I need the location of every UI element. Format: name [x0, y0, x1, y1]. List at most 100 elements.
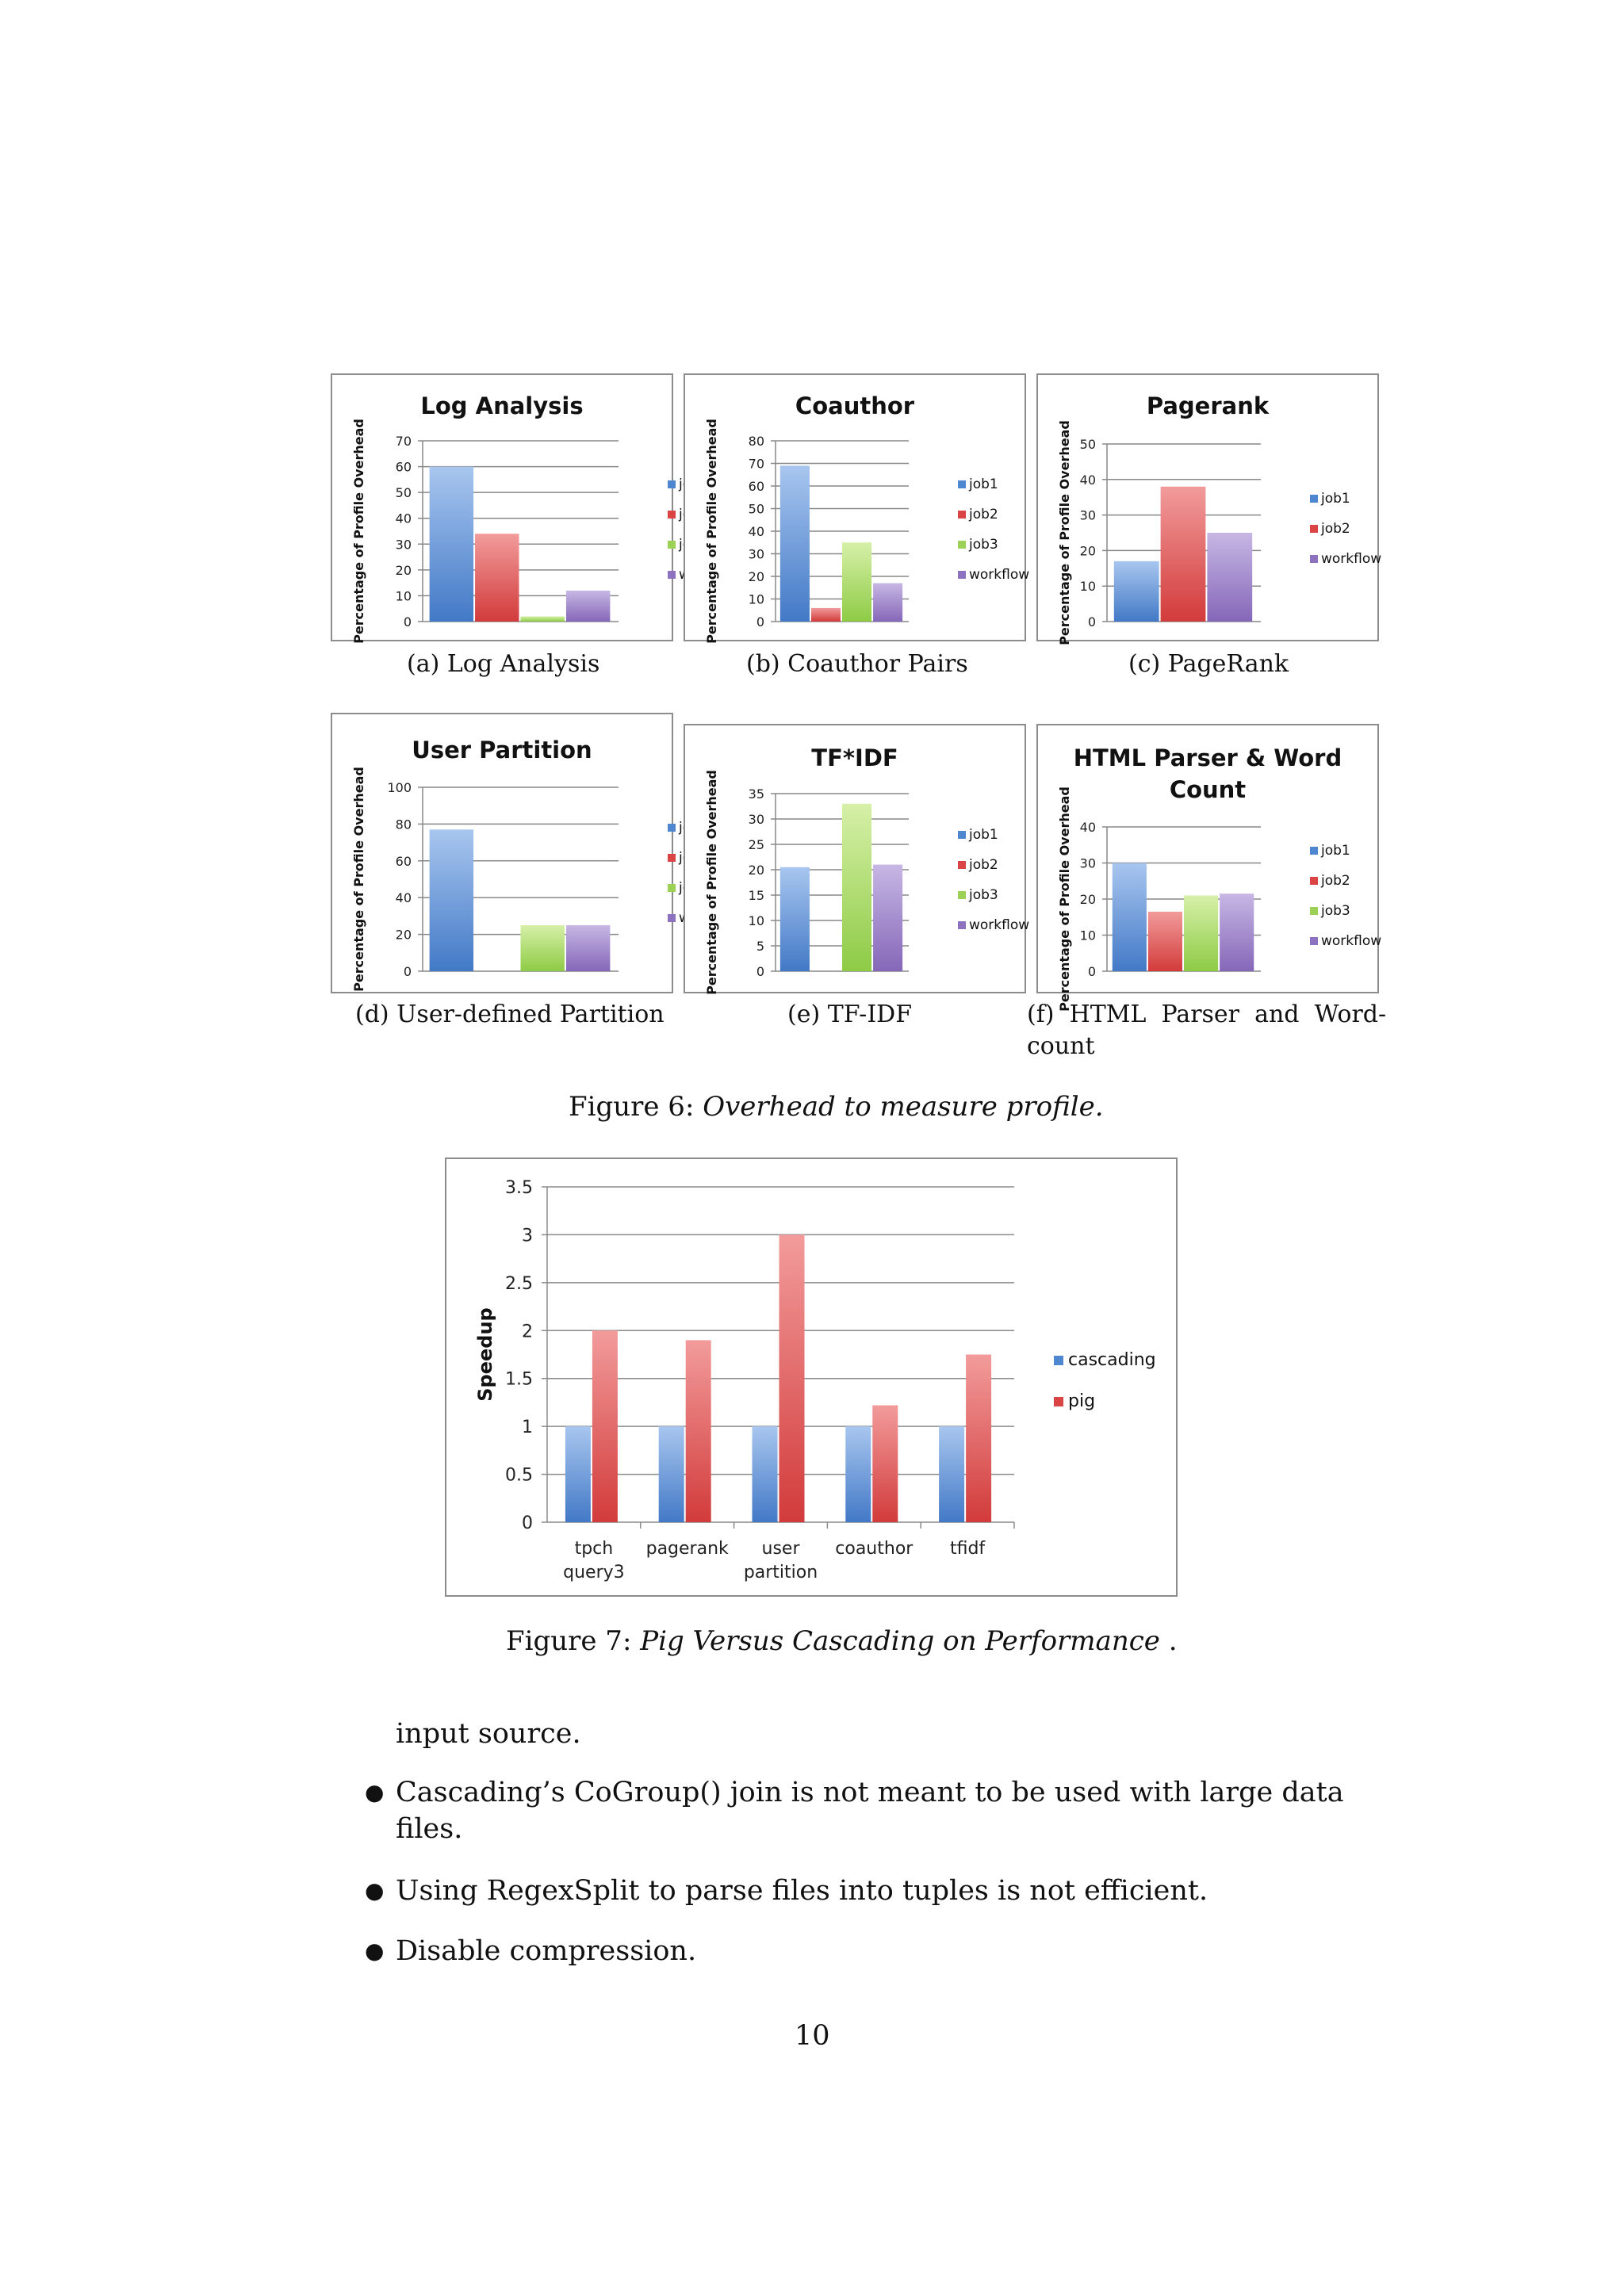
chart-title: TF*IDF [811, 744, 898, 771]
bar-job1 [1112, 863, 1147, 971]
bar-workflow [565, 590, 611, 622]
chart-title: Coauthor [795, 392, 915, 419]
bar-workflow [1207, 533, 1253, 622]
subfigure-c-chart: Pagerank 0 10 20 30 40 50 Percentage of Profile… [1036, 373, 1381, 645]
bar-pig [779, 1234, 805, 1522]
y-axis-label: Percentage of Profile Overhead [351, 767, 366, 992]
y-tick-label: 0 [522, 1513, 533, 1533]
bullet-1-line2: files. [396, 1813, 463, 1845]
y-tick-label: 0.5 [505, 1466, 533, 1486]
bar-job2 [1160, 486, 1206, 622]
figure-7-chart: 0 0.5 1 1.5 2 2.5 3 3.5 Speedup tpch query3 pageran… [445, 1158, 1178, 1597]
y-axis-label: Percentage of Profile Overhead [1057, 420, 1072, 645]
y-tick-label: 0 [756, 614, 764, 629]
y-tick-label: 20 [749, 863, 764, 878]
bar-job2 [1147, 911, 1182, 971]
bar-job3 [520, 616, 565, 622]
y-tick-label: 40 [396, 511, 412, 526]
bar-job3 [842, 542, 872, 622]
legend-swatch-job1 [1310, 495, 1318, 503]
chart-title-line2: Count [1170, 776, 1246, 803]
legend-swatch-workflow [958, 921, 966, 929]
legend-label-job2: job2 [968, 507, 998, 522]
legend-label-job1: job1 [968, 827, 998, 843]
legend-label-workflow: workflow [1321, 933, 1381, 949]
legend-label-job3: job3 [968, 887, 998, 903]
y-tick-label: 80 [396, 817, 412, 832]
legend-swatch-job1 [1310, 847, 1318, 855]
subfigure-e-chart: TF*IDF 0 5 10 15 20 25 30 35 Percentage of Profil… [684, 724, 1029, 995]
legend-swatch-job3 [668, 541, 676, 549]
legend-swatch-cascading [1054, 1356, 1063, 1365]
legend-swatch-job2 [1310, 525, 1318, 533]
bar-job2 [810, 607, 841, 622]
y-tick-label: 35 [749, 786, 764, 802]
bullet-3-line1: Disable compression. [396, 1935, 697, 1967]
y-tick-label: 50 [749, 502, 764, 517]
y-tick-label: 60 [396, 460, 412, 475]
y-tick-label: 20 [749, 569, 764, 584]
bar-pig [872, 1405, 898, 1522]
legend-swatch-workflow [668, 914, 676, 922]
figure-6-label: Figure 6: [569, 1091, 695, 1123]
y-tick-label: 30 [749, 812, 764, 827]
bar-cascading [845, 1426, 871, 1522]
legend-label-workflow: workflow [969, 917, 1029, 933]
y-tick-label: 30 [1080, 508, 1096, 523]
legend-swatch-job2 [1310, 877, 1318, 885]
y-tick-label: 40 [396, 890, 412, 905]
y-tick-label: 3.5 [505, 1178, 533, 1198]
legend-swatch-workflow [958, 571, 966, 579]
y-tick-label: 30 [1080, 856, 1096, 871]
y-tick-label: 3 [522, 1226, 533, 1246]
y-axis-label: Speedup [474, 1307, 496, 1401]
y-tick-label: 2.5 [505, 1274, 533, 1294]
y-axis-label: Percentage of Profile Overhead [351, 419, 366, 644]
legend-swatch-job2 [668, 511, 676, 519]
y-tick-label: 25 [749, 837, 764, 852]
chart-frame [331, 713, 673, 993]
y-tick-label: 20 [1080, 543, 1096, 558]
x-tick-label: tfidf [950, 1539, 986, 1559]
legend-swatch-job1 [958, 831, 966, 839]
subfigure-a-chart: Log Analysis 0 10 20 30 40 50 60 70 Percentage of… [331, 373, 739, 644]
y-tick-label: 20 [396, 563, 412, 578]
chart-title: Log Analysis [420, 392, 583, 419]
bullet-1-line1: Cascading’s CoGroup() join is not meant … [396, 1777, 1344, 1808]
x-tick-label: coauthor [835, 1539, 914, 1559]
legend-label-pig: pig [1068, 1391, 1095, 1411]
legend-label-job1: job1 [1320, 491, 1350, 507]
y-tick-label: 80 [749, 434, 764, 449]
legend-label-job1: job1 [968, 476, 998, 492]
bar-pig [592, 1330, 618, 1522]
y-axis-label: Percentage of Profile Overhead [704, 419, 719, 644]
bar-job3 [1184, 895, 1219, 971]
bar-workflow [1220, 894, 1254, 971]
y-tick-label: 15 [749, 888, 764, 903]
bar-job1 [779, 465, 810, 622]
x-tick-label: partition [744, 1563, 818, 1582]
legend-swatch-workflow [1310, 555, 1318, 563]
y-axis-label: Percentage of Profile Overhead [704, 770, 719, 995]
bar-job3 [520, 925, 565, 971]
bar-pig [685, 1340, 711, 1522]
x-tick-label: tpch [575, 1539, 614, 1559]
bullet-marker-1: ● [365, 1779, 385, 1805]
legend-swatch-job3 [958, 891, 966, 899]
y-tick-label: 10 [1080, 928, 1096, 943]
legend-label-workflow: workflow [1321, 551, 1381, 567]
page-number: 10 [795, 2020, 830, 2052]
bar-job3 [842, 803, 872, 971]
chart-title: Pagerank [1147, 392, 1270, 419]
figure-7-title-suffix: . [1168, 1625, 1178, 1657]
y-tick-label: 10 [749, 913, 764, 928]
y-tick-label: 60 [749, 479, 764, 494]
subfigure-e-caption: (e) TF-IDF [787, 1001, 913, 1028]
legend-swatch-job1 [668, 480, 676, 488]
x-tick-label: query3 [563, 1563, 625, 1582]
y-tick-label: 5 [756, 939, 764, 954]
legend-label-job3: job3 [1320, 903, 1350, 919]
legend-swatch-pig [1054, 1397, 1063, 1406]
chart-frame [445, 1158, 1178, 1597]
y-tick-label: 50 [396, 485, 412, 500]
